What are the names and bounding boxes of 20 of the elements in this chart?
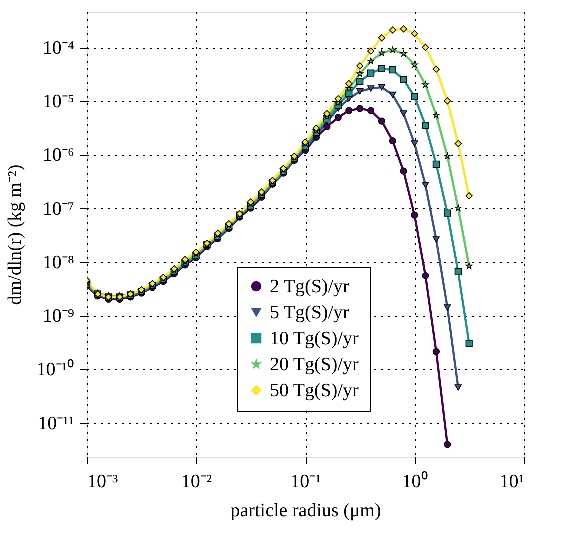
x-tick-label: 10⁻¹ (290, 472, 322, 492)
x-tick-label: 10⁻³ (88, 472, 118, 492)
legend-label: 50 Tg(S)/yr (270, 380, 360, 402)
x-tick-label: 10⁻² (181, 472, 212, 492)
x-axis-title: particle radius (μm) (230, 500, 382, 522)
x-tick-label: 10⁰ (402, 470, 428, 492)
x-tick-label: 10¹ (500, 472, 525, 492)
y-tick-label: 10⁻⁸ (42, 252, 74, 274)
y-tick-label: 10⁻⁴ (42, 38, 75, 60)
legend-label: 20 Tg(S)/yr (270, 354, 360, 376)
y-tick-label: 10⁻⁵ (42, 92, 74, 113)
y-axis-title: dm/dln(r) (kg m⁻²) (4, 164, 26, 306)
y-tick-label: 10⁻⁹ (42, 306, 75, 328)
y-tick-label: 10⁻¹⁰ (36, 358, 74, 381)
legend-label: 10 Tg(S)/yr (270, 328, 360, 350)
legend-label: 2 Tg(S)/yr (270, 276, 350, 298)
legend-label: 5 Tg(S)/yr (270, 302, 350, 324)
y-tick-label: 10⁻¹¹ (38, 413, 75, 434)
y-tick-label: 10⁻⁶ (42, 145, 74, 166)
y-tick-label: 10⁻⁷ (42, 198, 74, 220)
